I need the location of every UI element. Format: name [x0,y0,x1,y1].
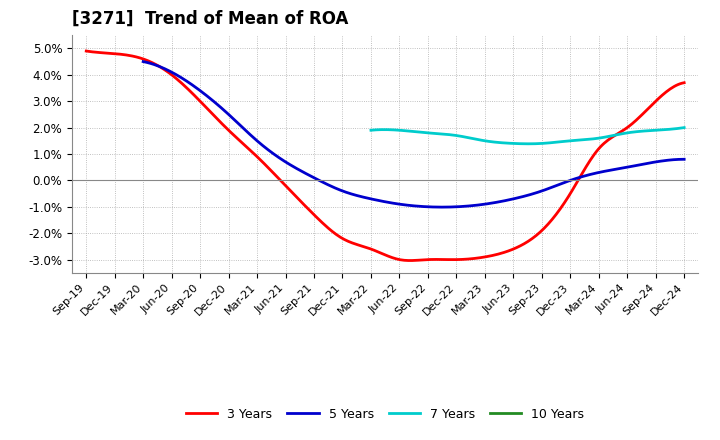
7 Years [366,128,375,133]
7 Years [631,129,640,134]
Line: 7 Years: 7 Years [371,128,684,144]
3 Years [680,80,688,85]
Line: 3 Years: 3 Years [86,51,684,260]
5 Years [461,204,469,209]
5 Years [437,205,446,210]
Text: [3271]  Trend of Mean of ROA: [3271] Trend of Mean of ROA [72,10,348,28]
7 Years [680,125,688,130]
3 Years [84,49,93,54]
5 Years [680,157,688,162]
5 Years [463,203,472,209]
Line: 5 Years: 5 Years [143,62,684,207]
5 Years [140,59,149,65]
3 Years [450,257,459,262]
5 Years [631,163,639,169]
7 Years [652,128,660,133]
3 Years [588,155,596,160]
7 Years [554,139,563,145]
3 Years [438,257,446,262]
7 Years [559,139,568,144]
7 Years [368,128,377,133]
5 Years [472,203,480,208]
Legend: 3 Years, 5 Years, 7 Years, 10 Years: 3 Years, 5 Years, 7 Years, 10 Years [181,403,590,425]
3 Years [626,123,634,128]
3 Years [406,258,415,263]
5 Years [597,169,606,175]
3 Years [82,48,91,54]
3 Years [440,257,449,262]
7 Years [553,139,562,145]
5 Years [139,59,148,64]
7 Years [523,141,532,147]
